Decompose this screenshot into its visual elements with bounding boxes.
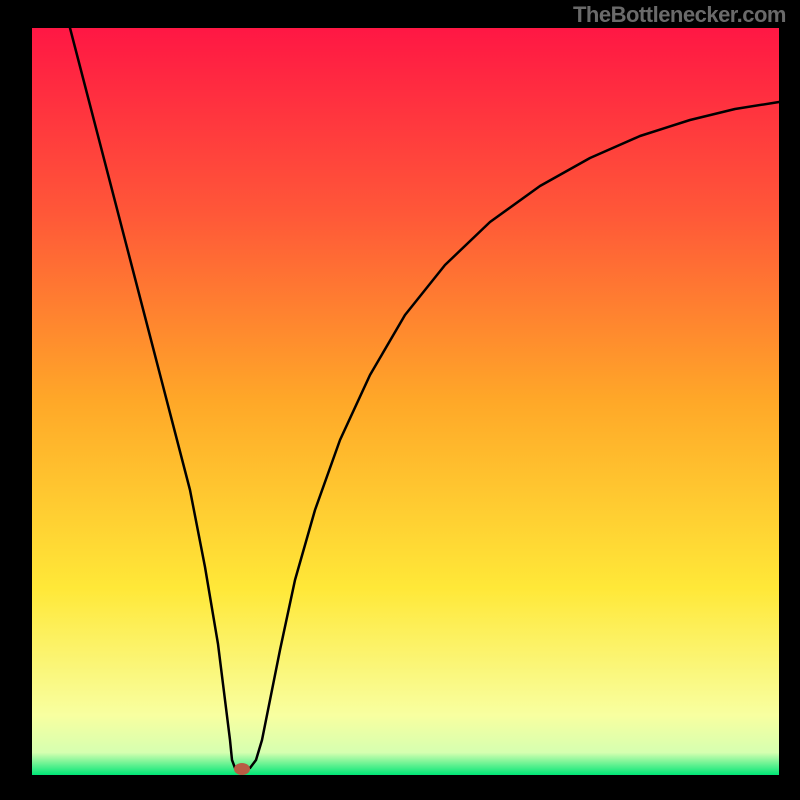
curve-layer [0, 0, 800, 800]
bottleneck-curve [70, 28, 779, 770]
watermark-text: TheBottlenecker.com [573, 2, 786, 28]
chart-container: TheBottlenecker.com [0, 0, 800, 800]
optimal-marker [234, 763, 250, 775]
